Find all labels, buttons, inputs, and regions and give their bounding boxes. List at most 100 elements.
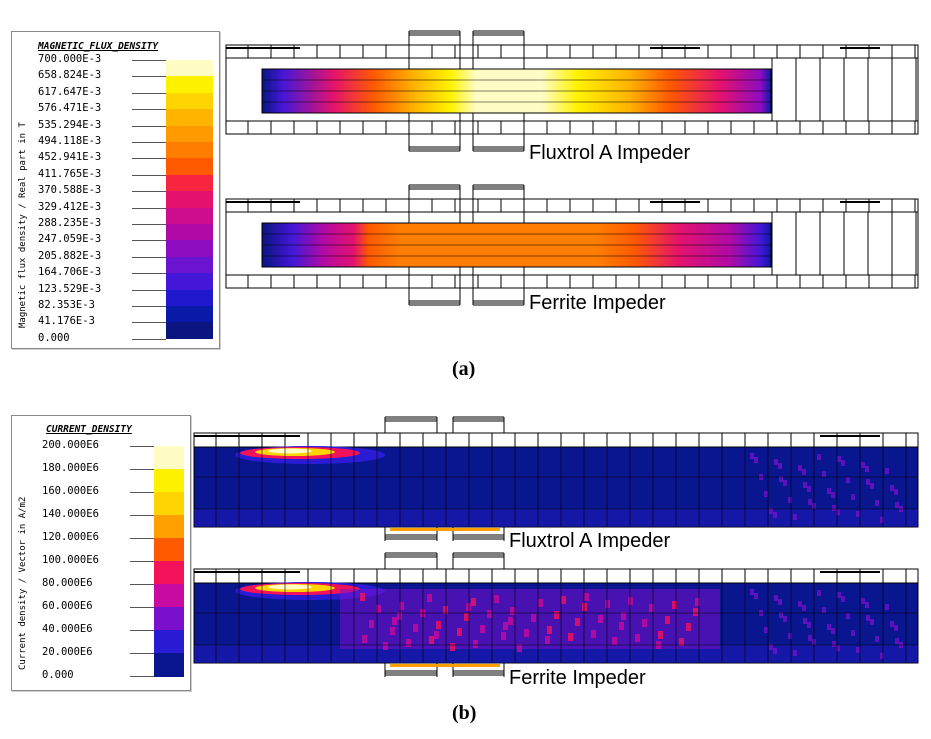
- legend-tick-label: 700.000E-3: [38, 53, 102, 65]
- current-speckle: [538, 599, 543, 607]
- current-speckle: [754, 457, 758, 463]
- current-speckle: [774, 459, 778, 465]
- current-speckle: [773, 512, 777, 518]
- current-hotspot: [268, 448, 312, 454]
- current-speckle: [837, 592, 841, 598]
- current-speckle: [547, 626, 552, 634]
- current-speckle: [665, 616, 670, 624]
- current-density-legend: CURRENT_DENSITY Current density / Vector…: [11, 415, 191, 691]
- current-speckle: [807, 622, 811, 628]
- current-speckle: [866, 615, 870, 621]
- legend-color-swatch: [154, 561, 184, 585]
- current-speckle: [870, 483, 874, 489]
- current-speckle: [894, 489, 898, 495]
- current-speckle: [817, 590, 821, 596]
- current-speckle: [568, 633, 573, 641]
- legend-tick-label: 494.118E-3: [38, 135, 102, 147]
- current-speckle: [841, 460, 845, 466]
- current-speckle: [837, 456, 841, 462]
- legend-tick-label: 40.000E6: [42, 623, 93, 635]
- current-speckle: [406, 639, 411, 647]
- legend-tick-label: 205.882E-3: [38, 249, 102, 262]
- legend-tick-label: 100.000E6: [42, 554, 99, 566]
- current-speckle: [397, 612, 402, 620]
- legend-color-swatch: [166, 142, 213, 159]
- current-speckle: [894, 625, 898, 631]
- legend-color-swatch: [166, 60, 213, 77]
- current-speckle: [836, 645, 840, 651]
- current-speckle: [621, 612, 626, 620]
- current-speckle: [503, 622, 508, 630]
- legend-tick-label: 617.647E-3: [38, 85, 102, 98]
- current-speckle: [808, 635, 812, 641]
- legend-tick-mark: [130, 538, 154, 539]
- legend-color-swatch: [166, 174, 213, 192]
- legend-color-swatch: [166, 306, 213, 323]
- current-speckle: [779, 476, 783, 482]
- legend-tick-label: 123.529E-3: [38, 282, 102, 295]
- current-speckle: [764, 627, 768, 633]
- legend-color-swatch: [166, 240, 213, 258]
- mesh-strip: [193, 432, 919, 448]
- current-hotspot: [390, 528, 500, 531]
- current-speckle: [605, 600, 610, 608]
- legend-tick-mark: [130, 515, 154, 516]
- current-speckle: [399, 602, 404, 610]
- current-speckle: [861, 462, 865, 468]
- current-speckle: [598, 615, 603, 623]
- current-speckle: [788, 497, 792, 503]
- current-legend-title: CURRENT_DENSITY: [46, 424, 132, 435]
- legend-tick-label: 370.588E-3: [38, 184, 102, 197]
- legend-tick-label: 411.765E-3: [38, 167, 102, 180]
- current-speckle: [827, 624, 831, 630]
- legend-color-swatch: [166, 256, 213, 274]
- legend-tick-mark: [132, 224, 166, 225]
- current-speckle: [779, 612, 783, 618]
- legend-tick-label: 452.941E-3: [38, 151, 102, 164]
- legend-tick-mark: [132, 273, 166, 275]
- current-plot-caption-ferrite: Ferrite Impeder: [507, 667, 648, 690]
- legend-color-swatch: [154, 630, 184, 654]
- legend-tick-mark: [130, 653, 154, 654]
- current-speckle: [822, 471, 826, 477]
- legend-tick-label: 0.000: [38, 331, 70, 344]
- legend-color-swatch: [166, 289, 213, 307]
- current-speckle: [642, 619, 647, 627]
- legend-color-swatch: [154, 538, 184, 562]
- legend-color-swatch: [154, 607, 184, 631]
- current-speckle: [612, 637, 617, 645]
- legend-tick-label: 535.294E-3: [38, 118, 102, 131]
- current-speckle: [531, 614, 536, 622]
- current-hotspot: [268, 584, 312, 590]
- current-speckle: [750, 453, 754, 459]
- current-speckle: [774, 595, 778, 601]
- current-speckle: [695, 598, 700, 606]
- current-speckle: [861, 598, 865, 604]
- current-speckle: [778, 599, 782, 605]
- current-zone: [340, 589, 720, 649]
- current-speckle: [436, 621, 441, 629]
- current-speckle: [764, 491, 768, 497]
- legend-tick-mark: [132, 256, 166, 258]
- current-speckle: [856, 647, 860, 653]
- legend-tick-mark: [132, 60, 166, 61]
- current-speckle: [591, 630, 596, 638]
- current-speckle: [846, 613, 850, 619]
- legend-tick-mark: [130, 607, 154, 608]
- current-speckle: [832, 641, 836, 647]
- current-speckle: [443, 606, 448, 614]
- legend-tick-mark: [132, 322, 166, 324]
- current-speckle: [880, 517, 884, 523]
- current-speckle: [807, 486, 811, 492]
- tube-outline: [225, 44, 919, 135]
- flux-density-legend: MAGNETIC_FLUX_DENSITY Magnetic flux dens…: [11, 31, 220, 349]
- current-speckle: [895, 502, 899, 508]
- flux-plot-caption-ferrite: Ferrite Impeder: [527, 292, 668, 315]
- current-speckle: [831, 628, 835, 634]
- legend-tick-mark: [132, 158, 166, 160]
- panel-a-label: (a): [452, 358, 476, 380]
- current-speckle: [836, 509, 840, 515]
- current-speckle: [575, 618, 580, 626]
- current-speckle: [885, 468, 889, 474]
- current-speckle: [831, 492, 835, 498]
